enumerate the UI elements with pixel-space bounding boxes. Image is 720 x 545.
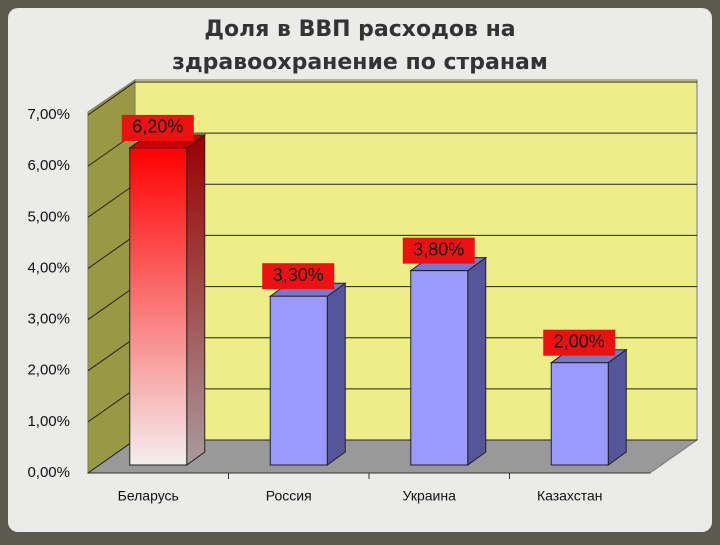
y-tick-label: 3,00% [27, 311, 70, 328]
y-tick-label: 6,00% [27, 157, 70, 174]
bar [550, 362, 609, 466]
grid-line [87, 81, 697, 116]
value-label-box [262, 263, 335, 290]
bar-side [326, 282, 346, 466]
value-label: 3,80% [413, 239, 464, 259]
value-label-box [121, 114, 194, 141]
value-label-box [402, 237, 475, 264]
chart-title: здравоохранение по странам [172, 50, 548, 75]
bar-side [186, 133, 206, 466]
value-label: 2,00% [554, 331, 605, 351]
value-label-box [543, 329, 616, 356]
bar [269, 295, 328, 466]
y-tick-label: 4,00% [27, 259, 70, 276]
x-tick-label: Казахстан [537, 488, 603, 504]
chart-title: Доля в ВВП расходов на [204, 17, 515, 42]
bar [129, 147, 188, 466]
bar-side [467, 256, 487, 466]
x-tick-label: Россия [266, 488, 312, 504]
bar-side [607, 348, 627, 466]
y-tick-label: 5,00% [27, 208, 70, 225]
y-tick-label: 0,00% [27, 464, 70, 481]
bar [410, 270, 469, 466]
x-tick-label: Беларусь [118, 488, 179, 504]
y-tick-label: 7,00% [27, 106, 70, 123]
y-tick-label: 1,00% [27, 413, 70, 430]
x-tick-label: Украина [403, 488, 457, 504]
value-label: 3,30% [273, 265, 324, 285]
value-label: 6,20% [132, 117, 183, 137]
y-tick-label: 2,00% [27, 362, 70, 379]
